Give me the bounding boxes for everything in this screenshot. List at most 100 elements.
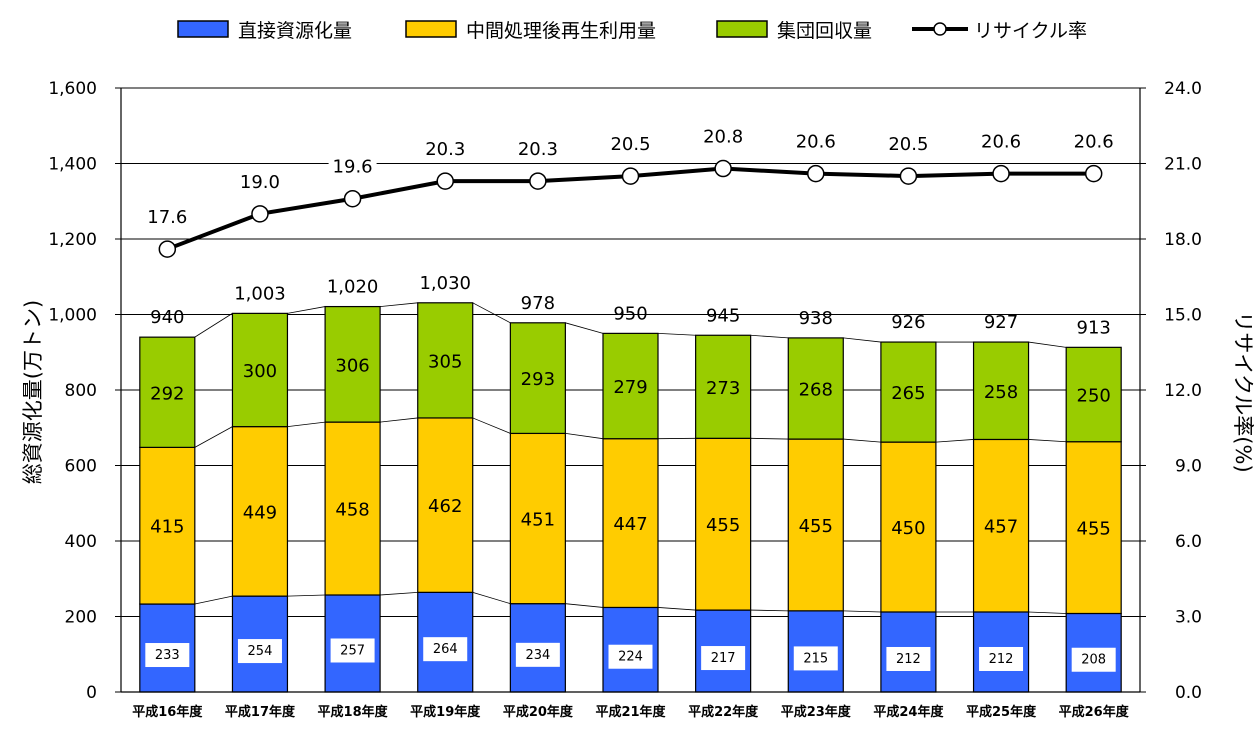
bar-segment bbox=[880, 441, 937, 613]
value-label: 451 bbox=[521, 510, 555, 531]
total-label: 938 bbox=[799, 308, 833, 329]
y-tick-label: 1,000 bbox=[48, 306, 97, 326]
rate-label-box bbox=[513, 138, 562, 163]
connector-line bbox=[472, 417, 511, 434]
value-label: 258 bbox=[984, 382, 1018, 403]
rate-label-box bbox=[235, 170, 284, 195]
x-tick-label: 平成20年度 bbox=[503, 704, 574, 720]
rate-label-box bbox=[328, 155, 377, 180]
bars bbox=[139, 302, 1122, 693]
y-tick-label: 400 bbox=[65, 532, 97, 552]
value-label: 449 bbox=[243, 502, 277, 523]
value-label-box bbox=[330, 638, 375, 663]
legend-label-rate: リサイクル率 bbox=[974, 20, 1087, 42]
x-tick-label: 平成21年度 bbox=[595, 704, 666, 720]
rate-label-box bbox=[884, 133, 933, 158]
rate-label: 20.5 bbox=[888, 134, 928, 155]
y2-tick-label: 21.0 bbox=[1164, 155, 1202, 175]
value-label: 450 bbox=[891, 518, 925, 539]
value-label: 212 bbox=[989, 652, 1014, 667]
rate-label-box bbox=[977, 130, 1026, 155]
bar-segment bbox=[602, 332, 659, 440]
value-label: 293 bbox=[521, 369, 555, 390]
value-labels: 233 415 292 940 254 449 300 1,003 257 458 306 1,020… bbox=[145, 273, 1116, 672]
connector-line bbox=[750, 334, 789, 339]
rate-marker bbox=[992, 164, 1010, 183]
connector-line bbox=[843, 610, 881, 613]
value-label: 224 bbox=[618, 650, 643, 665]
value-label: 264 bbox=[433, 642, 458, 657]
legend-label-group: 集団回収量 bbox=[777, 20, 872, 42]
total-label: 978 bbox=[521, 293, 555, 314]
rate-label: 17.6 bbox=[147, 207, 187, 228]
value-label: 257 bbox=[340, 643, 365, 658]
legend-swatch-direct bbox=[177, 20, 229, 38]
y2-tick-label: 12.0 bbox=[1164, 381, 1202, 401]
connector-line bbox=[565, 603, 604, 608]
value-label-box bbox=[515, 642, 560, 667]
y2-tick-label: 6.0 bbox=[1175, 532, 1202, 552]
connector-line bbox=[565, 322, 604, 334]
value-label: 305 bbox=[428, 351, 462, 372]
rate-marker bbox=[1084, 164, 1103, 183]
value-label: 455 bbox=[1077, 519, 1111, 540]
value-label: 415 bbox=[150, 517, 184, 538]
value-label: 300 bbox=[243, 361, 277, 382]
rate-line: 17.6 19.0 19.6 20.3 20.3 20.5 20.8 20.6 20.5 20.6… bbox=[143, 125, 1118, 258]
value-label-box bbox=[608, 644, 653, 669]
total-label: 945 bbox=[706, 305, 740, 326]
bar-segment bbox=[972, 438, 1030, 613]
connector-line bbox=[380, 591, 418, 596]
rate-label: 19.0 bbox=[240, 172, 280, 193]
connector-line bbox=[194, 313, 233, 338]
value-label: 447 bbox=[613, 514, 647, 535]
legend-swatch-intermediate bbox=[405, 20, 457, 38]
y-tick-label: 1,600 bbox=[48, 79, 97, 99]
value-label: 208 bbox=[1081, 653, 1106, 668]
total-label: 1,030 bbox=[419, 273, 471, 294]
y-tick-label: 600 bbox=[65, 457, 97, 477]
y-tick-label: 1,400 bbox=[48, 155, 97, 175]
value-label: 455 bbox=[799, 516, 833, 537]
rate-marker bbox=[436, 172, 454, 190]
value-label-box bbox=[237, 639, 282, 664]
connector-line bbox=[287, 421, 326, 428]
bar-segment bbox=[787, 337, 844, 440]
value-label: 292 bbox=[150, 383, 184, 404]
rate-label: 20.3 bbox=[518, 139, 558, 160]
connector-line bbox=[843, 438, 881, 443]
rate-label-box bbox=[1069, 130, 1118, 155]
value-label: 250 bbox=[1077, 386, 1111, 407]
value-label-box bbox=[793, 646, 838, 671]
rate-label: 20.8 bbox=[703, 127, 743, 148]
rate-marker bbox=[621, 167, 640, 185]
rate-marker bbox=[714, 159, 732, 178]
y-tick-label: 0 bbox=[86, 683, 97, 703]
connector-line bbox=[472, 591, 511, 605]
bar-segment bbox=[417, 302, 474, 419]
x-tick-label: 平成19年度 bbox=[410, 704, 481, 720]
bar-segment bbox=[231, 426, 289, 597]
value-label: 462 bbox=[428, 496, 462, 517]
bar-segment bbox=[324, 305, 381, 423]
connector-line bbox=[657, 607, 696, 611]
rate-label: 19.6 bbox=[333, 157, 373, 178]
y2-tick-label: 0.0 bbox=[1175, 683, 1202, 703]
bar-segment bbox=[695, 334, 752, 439]
value-label-box bbox=[423, 637, 468, 662]
rate-label-box bbox=[606, 133, 655, 158]
connector-line bbox=[843, 337, 881, 343]
y-tick-label: 1,200 bbox=[48, 230, 97, 250]
bar-segment bbox=[787, 438, 844, 612]
value-label: 233 bbox=[155, 648, 180, 663]
rate-label-box bbox=[699, 125, 748, 150]
connector-line bbox=[194, 595, 233, 605]
total-label: 913 bbox=[1077, 317, 1111, 338]
bar-segment bbox=[231, 312, 289, 428]
rate-label-box bbox=[791, 130, 840, 155]
total-label: 926 bbox=[891, 312, 925, 333]
x-tick-label: 平成24年度 bbox=[873, 704, 944, 720]
connector-line bbox=[380, 302, 418, 307]
value-label: 254 bbox=[248, 644, 273, 659]
